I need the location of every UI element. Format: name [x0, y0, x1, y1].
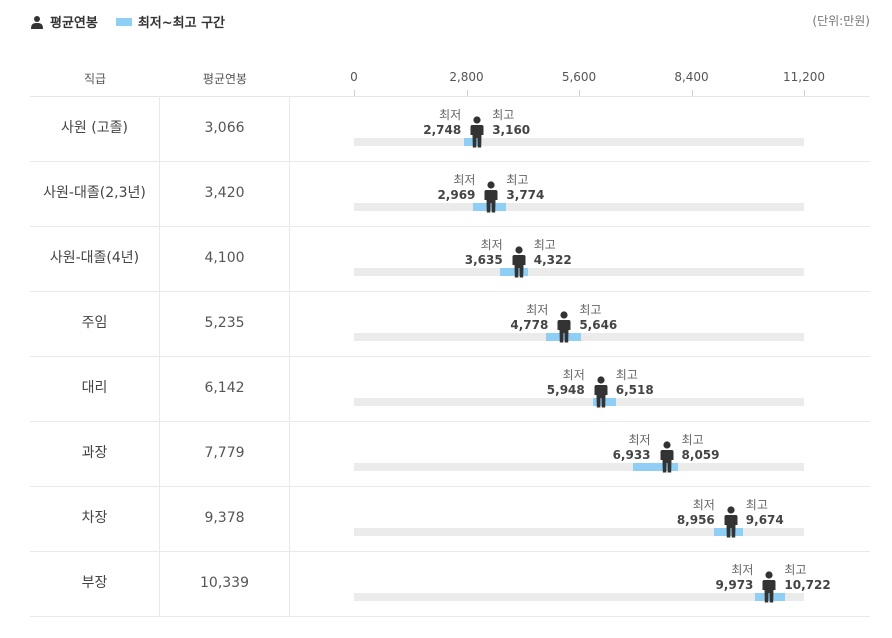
x-tick-mark: [804, 90, 805, 96]
min-max-range-bar: [754, 593, 785, 601]
min-max-range-bar: [500, 268, 528, 276]
avg-salary-cell: 6,142: [160, 356, 290, 421]
x-tick-label: 0: [350, 70, 358, 84]
max-label: 최고 8,059: [681, 433, 720, 462]
max-label: 최고 4,322: [533, 238, 572, 267]
x-tick-mark: [579, 90, 580, 96]
table-row: 사원 (고졸) 3,066 최저 2,748 최고 3,160: [30, 96, 870, 162]
rank-cell: 차장: [30, 486, 160, 551]
max-label: 최고 5,646: [579, 303, 618, 332]
range-track: [354, 398, 804, 406]
range-track: [354, 268, 804, 276]
avg-salary-cell: 7,779: [160, 421, 290, 486]
max-label: 최고 3,160: [492, 108, 531, 137]
table-row: 대리 6,142 최저 5,948 최고 6,518: [30, 356, 870, 422]
min-label: 최저 4,778: [510, 303, 549, 332]
min-label: 최저 9,973: [715, 563, 754, 592]
min-label: 최저 3,635: [464, 238, 503, 267]
avg-salary-cell: 3,420: [160, 161, 290, 226]
range-track: [354, 528, 804, 536]
legend-range-swatch: [115, 17, 132, 26]
table-row: 부장 10,339 최저 9,973 최고 10,722: [30, 551, 870, 617]
avg-person-marker: [724, 506, 738, 538]
avg-person-marker: [484, 181, 498, 213]
chart-legend: 평균연봉 최저~최고 구간: [30, 12, 243, 31]
person-icon: [31, 15, 43, 29]
range-track: [354, 138, 804, 146]
avg-salary-cell: 3,066: [160, 96, 290, 161]
rank-cell: 사원-대졸(2,3년): [30, 161, 160, 226]
min-label: 최저 2,748: [423, 108, 462, 137]
avg-person-marker: [762, 571, 776, 603]
min-label: 최저 6,933: [612, 433, 651, 462]
x-tick-label: 5,600: [561, 70, 597, 84]
rank-cell: 과장: [30, 421, 160, 486]
max-label: 최고 10,722: [784, 563, 831, 592]
rank-cell: 부장: [30, 551, 160, 616]
x-tick-mark: [467, 90, 468, 96]
header-avg: 평균연봉: [202, 72, 248, 86]
legend-avg-label: 평균연봉: [50, 16, 98, 31]
range-track: [354, 463, 804, 471]
header-rank: 직급: [83, 72, 107, 86]
avg-person-marker: [660, 441, 674, 473]
x-tick-label: 2,800: [449, 70, 484, 84]
avg-person-marker: [512, 246, 526, 278]
rank-cell: 사원 (고졸): [30, 96, 160, 161]
table-row: 차장 9,378 최저 8,956 최고 9,674: [30, 486, 870, 552]
rank-cell: 사원-대졸(4년): [30, 226, 160, 291]
legend-avg: 평균연봉: [30, 12, 98, 31]
unit-label: (단위:만원): [812, 14, 870, 28]
x-tick-mark: [692, 90, 693, 96]
x-tick-label: 11,200: [783, 70, 825, 84]
table-header: 직급 평균연봉 0 2,800 5,600 8,400 11,200: [30, 60, 870, 97]
table-row: 과장 7,779 최저 6,933 최고 8,059: [30, 421, 870, 487]
x-tick-label: 8,400: [674, 70, 709, 84]
range-track: [354, 203, 804, 211]
table-row: 사원-대졸(2,3년) 3,420 최저 2,969 최고 3,774: [30, 161, 870, 227]
max-label: 최고 3,774: [506, 173, 545, 202]
max-label: 최고 9,674: [745, 498, 784, 527]
rank-cell: 대리: [30, 356, 160, 421]
legend-range-label: 최저~최고 구간: [137, 16, 226, 31]
avg-salary-cell: 10,339: [160, 551, 290, 616]
range-track: [354, 593, 804, 601]
table-row: 사원-대졸(4년) 4,100 최저 3,635 최고 4,322: [30, 226, 870, 292]
min-label: 최저 2,969: [437, 173, 476, 202]
avg-salary-cell: 4,100: [160, 226, 290, 291]
table-row: 주임 5,235 최저 4,778 최고 5,646: [30, 291, 870, 357]
min-max-range-bar: [632, 463, 678, 471]
legend-range: 최저~최고 구간: [115, 12, 226, 31]
avg-salary-cell: 9,378: [160, 486, 290, 551]
avg-person-marker: [470, 116, 484, 148]
x-tick-mark: [354, 90, 355, 96]
rank-cell: 주임: [30, 291, 160, 356]
avg-person-marker: [594, 376, 608, 408]
min-label: 최저 8,956: [676, 498, 715, 527]
avg-salary-cell: 5,235: [160, 291, 290, 356]
max-label: 최고 6,518: [615, 368, 654, 397]
min-label: 최저 5,948: [546, 368, 585, 397]
avg-person-marker: [557, 311, 571, 343]
min-max-range-bar: [464, 138, 481, 146]
